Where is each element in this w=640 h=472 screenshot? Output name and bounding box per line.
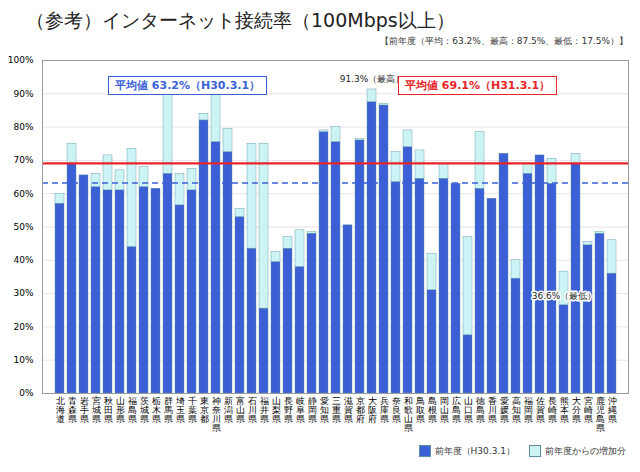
svg-text:千葉県: 千葉県 bbox=[188, 396, 197, 424]
svg-text:徳島県: 徳島県 bbox=[476, 396, 485, 424]
svg-text:91.3%（最高）: 91.3%（最高） bbox=[340, 74, 405, 84]
svg-text:神奈川県: 神奈川県 bbox=[212, 396, 221, 433]
svg-text:70%: 70% bbox=[13, 155, 33, 165]
html-text:平均値 63.2%（H30.3.1）: 平均値 63.2%（H30.3.1） bbox=[115, 79, 261, 92]
svg-text:岐阜県: 岐阜県 bbox=[296, 396, 305, 424]
svg-text:愛媛県: 愛媛県 bbox=[500, 396, 509, 424]
svg-text:沖縄県: 沖縄県 bbox=[607, 396, 617, 424]
svg-text:岩手県: 岩手県 bbox=[80, 396, 89, 424]
svg-text:香川県: 香川県 bbox=[488, 396, 497, 424]
svg-text:20%: 20% bbox=[13, 322, 33, 332]
svg-text:新潟県: 新潟県 bbox=[224, 396, 233, 424]
html-text:前年度（H30.3.1）: 前年度（H30.3.1） bbox=[434, 445, 515, 456]
html-text:平均値 69.1%（H31.3.1）: 平均値 69.1%（H31.3.1） bbox=[405, 79, 551, 92]
svg-text:40%: 40% bbox=[13, 255, 33, 265]
svg-text:群馬県: 群馬県 bbox=[163, 396, 173, 424]
svg-text:36.6%（最低）: 36.6%（最低） bbox=[532, 291, 597, 301]
svg-text:奈良県: 奈良県 bbox=[392, 396, 401, 424]
svg-text:岡山県: 岡山県 bbox=[440, 396, 449, 424]
svg-text:東京都: 東京都 bbox=[200, 396, 209, 424]
svg-text:石川県: 石川県 bbox=[248, 396, 257, 424]
svg-text:兵庫県: 兵庫県 bbox=[380, 396, 389, 424]
svg-text:三重県: 三重県 bbox=[332, 396, 341, 424]
svg-text:北海道: 北海道 bbox=[56, 396, 65, 424]
svg-text:30%: 30% bbox=[13, 288, 33, 298]
svg-text:鳥取県: 鳥取県 bbox=[415, 396, 425, 424]
svg-text:鹿児島県: 鹿児島県 bbox=[596, 396, 605, 433]
svg-text:山形県: 山形県 bbox=[116, 396, 125, 424]
svg-text:熊本県: 熊本県 bbox=[560, 396, 569, 424]
svg-text:宮城県: 宮城県 bbox=[91, 396, 101, 424]
svg-text:佐賀県: 佐賀県 bbox=[536, 396, 545, 424]
svg-text:宮崎県: 宮崎県 bbox=[584, 396, 593, 424]
html-text:（参考）インターネット接続率（100Mbps以上）: （参考）インターネット接続率（100Mbps以上） bbox=[26, 9, 455, 31]
svg-text:50%: 50% bbox=[13, 222, 33, 232]
html-text:前年度からの増加分: 前年度からの増加分 bbox=[545, 445, 626, 456]
svg-text:長崎県: 長崎県 bbox=[548, 396, 557, 424]
svg-text:10%: 10% bbox=[13, 355, 33, 365]
svg-text:広島県: 広島県 bbox=[452, 396, 461, 424]
svg-text:60%: 60% bbox=[13, 189, 33, 199]
svg-text:90%: 90% bbox=[13, 89, 33, 99]
svg-text:山梨県: 山梨県 bbox=[272, 396, 281, 424]
svg-text:福岡県: 福岡県 bbox=[524, 396, 533, 424]
html-text:【前年度（平均：63.2%、最高：87.5%、最低：17.5: 【前年度（平均：63.2%、最高：87.5%、最低：17.5%）】 bbox=[380, 36, 628, 46]
svg-text:富山県: 富山県 bbox=[236, 396, 245, 424]
svg-text:茨城県: 茨城県 bbox=[139, 396, 149, 424]
svg-text:大分県: 大分県 bbox=[572, 396, 581, 424]
svg-text:静岡県: 静岡県 bbox=[308, 396, 317, 424]
svg-text:栃木県: 栃木県 bbox=[152, 396, 161, 424]
svg-text:和歌山県: 和歌山県 bbox=[404, 396, 413, 433]
svg-text:秋田県: 秋田県 bbox=[104, 396, 113, 424]
svg-text:山口県: 山口県 bbox=[464, 396, 473, 424]
svg-text:高知県: 高知県 bbox=[512, 396, 521, 424]
svg-text:島根県: 島根県 bbox=[428, 396, 437, 424]
svg-text:愛知県: 愛知県 bbox=[320, 396, 329, 424]
svg-text:福井県: 福井県 bbox=[260, 396, 269, 424]
svg-text:滋賀県: 滋賀県 bbox=[344, 396, 353, 424]
svg-text:京都府: 京都府 bbox=[356, 396, 365, 424]
svg-text:80%: 80% bbox=[13, 122, 33, 132]
svg-text:0%: 0% bbox=[19, 388, 34, 398]
svg-text:埼玉県: 埼玉県 bbox=[175, 396, 185, 424]
svg-text:福島県: 福島県 bbox=[128, 396, 137, 424]
svg-text:大阪府: 大阪府 bbox=[368, 396, 377, 424]
svg-text:100%: 100% bbox=[8, 55, 34, 65]
svg-text:青森県: 青森県 bbox=[68, 396, 77, 424]
svg-text:長野県: 長野県 bbox=[284, 396, 293, 424]
